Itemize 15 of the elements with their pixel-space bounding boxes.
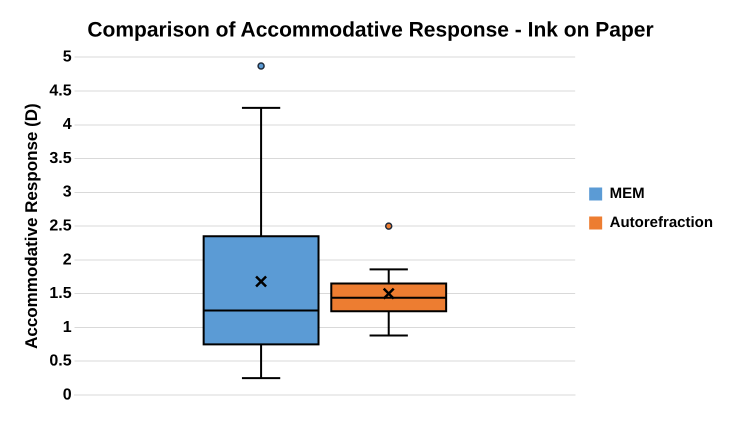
y-tick-label: 3 [62, 184, 72, 201]
y-tick-label: 5 [62, 48, 72, 66]
y-tick-label: 4.5 [49, 82, 72, 100]
y-tick-label: 4 [62, 116, 72, 134]
y-tick-label: 1.5 [49, 285, 72, 302]
y-tick-label: 2 [62, 251, 72, 268]
chart-title: Comparison of Accommodative Response - Ink on Paper [87, 18, 654, 42]
y-tick-label: 0.5 [49, 352, 72, 370]
y-tick-label: 3.5 [49, 150, 72, 167]
y-tick-label: 0 [62, 386, 72, 404]
y-axis-title: Accommodative Response (D) [22, 103, 41, 349]
y-tick-label: 1 [62, 318, 72, 336]
y-tick-label: 2.5 [49, 218, 72, 235]
legend-label: MEM [610, 185, 645, 202]
legend-label: Autorefraction [610, 214, 714, 232]
